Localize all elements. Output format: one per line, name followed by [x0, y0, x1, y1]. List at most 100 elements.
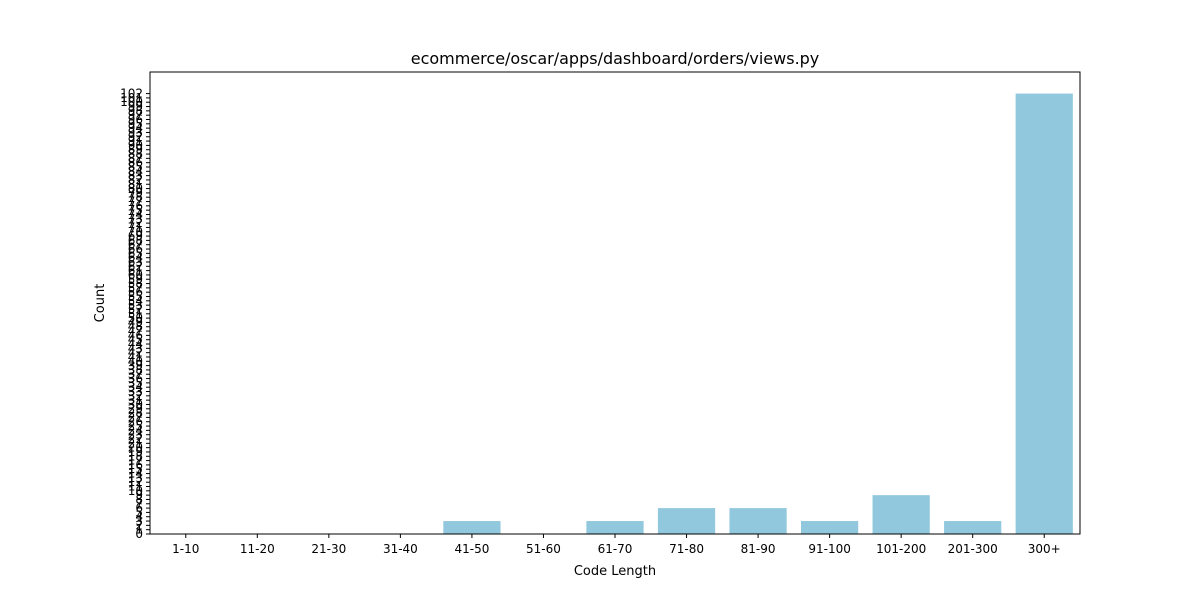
y-tick-label: 86	[128, 156, 143, 170]
y-tick-label: 94	[128, 121, 143, 135]
y-tick-label: 56	[128, 285, 143, 299]
y-tick-label: 10	[128, 484, 143, 498]
y-tick-label: 96	[128, 112, 143, 126]
y-tick-label: 95	[128, 117, 143, 131]
y-tick-label: 18	[128, 449, 143, 463]
y-tick-label: 38	[128, 363, 143, 377]
y-tick-label: 9	[135, 488, 143, 502]
y-tick-label: 79	[128, 186, 143, 200]
y-tick-label: 30	[128, 397, 143, 411]
plot-frame	[149, 71, 1081, 535]
y-tick-label: 80	[128, 182, 143, 196]
x-tick-label: 41-50	[454, 542, 489, 556]
y-tick-label: 26	[128, 415, 143, 429]
y-tick-label: 6	[135, 501, 143, 515]
y-tick-label: 1	[135, 523, 143, 537]
y-tick-label: 25	[128, 419, 143, 433]
x-tick-label: 81-90	[741, 542, 776, 556]
y-tick-label: 84	[128, 164, 143, 178]
y-tick-label: 22	[128, 432, 143, 446]
bar-101-200	[872, 495, 930, 534]
y-tick-label: 32	[128, 389, 143, 403]
y-tick-label: 37	[128, 367, 143, 381]
y-tick-label: 55	[128, 290, 143, 304]
y-axis: 0123456789101112131415161718192021222324…	[120, 87, 150, 541]
y-tick-label: 61	[128, 264, 143, 278]
y-tick-label: 68	[128, 233, 143, 247]
y-tick-label: 42	[128, 346, 143, 360]
y-tick-label: 17	[128, 454, 143, 468]
x-axis-label: Code Length	[574, 564, 656, 579]
x-tick-label: 31-40	[383, 542, 418, 556]
y-tick-label: 53	[128, 298, 143, 312]
y-tick-label: 64	[128, 251, 143, 265]
y-tick-label: 0	[135, 527, 143, 541]
y-tick-label: 29	[128, 402, 143, 416]
x-tick-label: 1-10	[172, 542, 199, 556]
y-tick-label: 27	[128, 410, 143, 424]
x-tick-label: 51-60	[526, 542, 561, 556]
y-tick-label: 58	[128, 277, 143, 291]
y-tick-label: 74	[128, 207, 143, 221]
y-tick-label: 5	[135, 505, 143, 519]
y-tick-label: 93	[128, 125, 143, 139]
y-tick-label: 57	[128, 281, 143, 295]
bar-91-100	[801, 521, 859, 534]
y-tick-label: 11	[128, 480, 143, 494]
y-tick-label: 45	[128, 333, 143, 347]
x-tick-label: 91-100	[808, 542, 851, 556]
y-tick-label: 41	[128, 350, 143, 364]
y-tick-label: 12	[128, 475, 143, 489]
y-tick-label: 31	[128, 393, 143, 407]
y-tick-label: 51	[128, 307, 143, 321]
y-axis-label: Count	[93, 284, 108, 323]
x-axis: 1-10 11-20 21-30 31-40 41-50 51-60 61-70 71-80 8…	[172, 534, 1061, 556]
x-tick-label: 71-80	[669, 542, 704, 556]
y-tick-label: 36	[128, 372, 143, 386]
y-tick-label: 78	[128, 190, 143, 204]
y-tick-label: 39	[128, 359, 143, 373]
bar-300+	[1015, 93, 1073, 535]
y-tick-label: 16	[128, 458, 143, 472]
x-tick-label: 61-70	[598, 542, 633, 556]
y-tick-label: 69	[128, 229, 143, 243]
y-tick-label: 15	[128, 462, 143, 476]
y-tick-label: 82	[128, 173, 143, 187]
y-tick-label: 28	[128, 406, 143, 420]
y-tick-label: 19	[128, 445, 143, 459]
x-tick-label: 300+	[1028, 542, 1061, 556]
y-tick-label: 71	[128, 220, 143, 234]
x-tick-label: 11-20	[240, 542, 275, 556]
y-tick-label: 34	[128, 380, 143, 394]
y-tick-label: 62	[128, 259, 143, 273]
y-tick-label: 77	[128, 195, 143, 209]
y-tick-label: 76	[128, 199, 143, 213]
y-tick-label: 83	[128, 169, 143, 183]
y-tick-label: 47	[128, 324, 143, 338]
bar-41-50	[443, 521, 501, 534]
y-tick-label: 44	[128, 337, 143, 351]
y-tick-label: 49	[128, 315, 143, 329]
bar-81-90	[729, 508, 787, 534]
y-tick-label: 24	[128, 423, 143, 437]
y-tick-label: 50	[128, 311, 143, 325]
bar-61-70	[586, 521, 644, 534]
y-tick-label: 92	[128, 130, 143, 144]
y-tick-label: 60	[128, 268, 143, 282]
y-tick-label: 102	[120, 87, 143, 101]
chart-title: ecommerce/oscar/apps/dashboard/orders/vi…	[411, 49, 820, 68]
y-tick-label: 85	[128, 160, 143, 174]
y-tick-label: 7	[135, 497, 143, 511]
y-tick-label: 81	[128, 177, 143, 191]
y-tick-label: 13	[128, 471, 143, 485]
y-tick-label: 33	[128, 385, 143, 399]
y-tick-label: 89	[128, 143, 143, 157]
y-tick-label: 72	[128, 216, 143, 230]
bar-201-300	[944, 521, 1002, 534]
y-tick-label: 73	[128, 212, 143, 226]
y-tick-label: 48	[128, 320, 143, 334]
y-tick-label: 52	[128, 302, 143, 316]
y-tick-label: 59	[128, 272, 143, 286]
y-tick-label: 75	[128, 203, 143, 217]
